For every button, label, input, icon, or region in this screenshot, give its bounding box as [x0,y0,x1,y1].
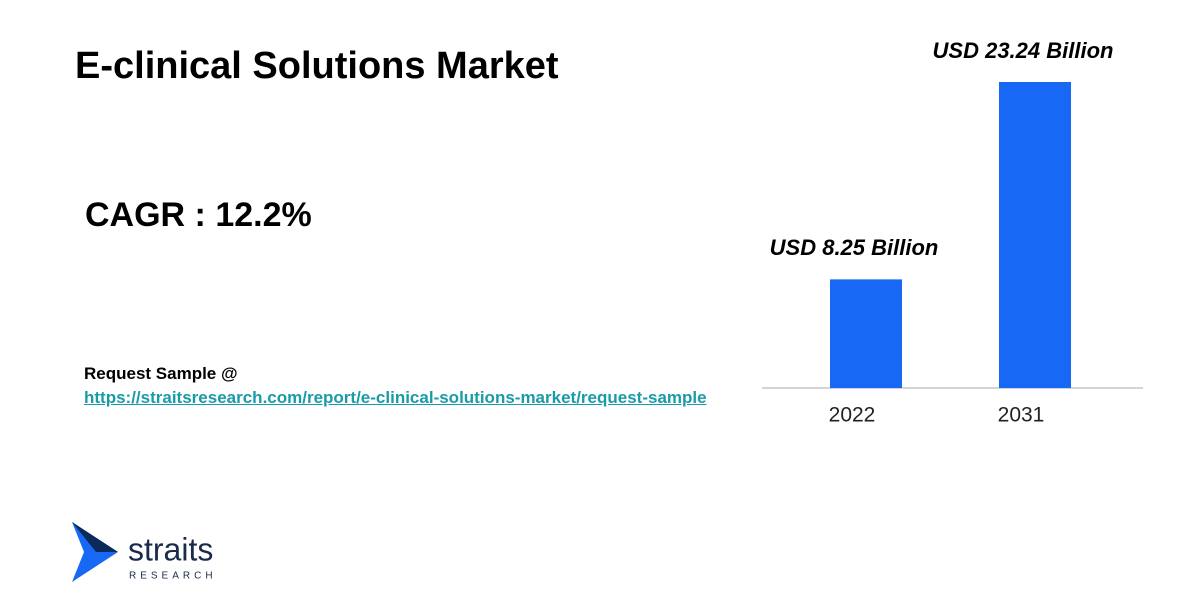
request-label: Request Sample @ [84,364,238,383]
cagr: CAGR : 12.2% [85,196,312,234]
x-tick-label: 2031 [998,404,1045,427]
x-tick-label: 2022 [829,404,876,427]
bar [830,279,902,388]
chart-title: E-clinical Solutions Market [75,45,559,87]
request-sample: Request Sample @ https://straitsresearch… [84,362,739,410]
logo-icon-shade [72,522,118,552]
bar [999,82,1071,388]
logo-icon [72,522,118,582]
request-url[interactable]: https://straitsresearch.com/report/e-cli… [84,388,707,407]
logo-tagline: RESEARCH [129,571,217,582]
value-label: USD 8.25 Billion [770,235,939,260]
value-label: USD 23.24 Billion [933,38,1114,63]
logo-name: straits [128,531,213,567]
